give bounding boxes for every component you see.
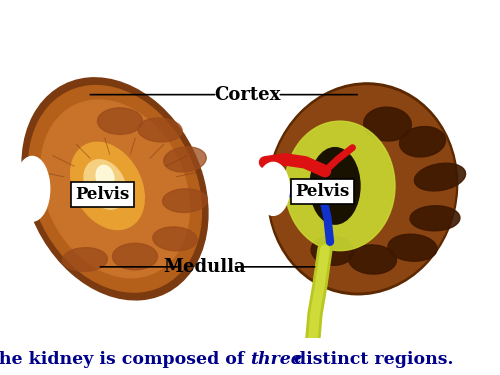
Ellipse shape	[28, 86, 202, 292]
Text: Pelvis: Pelvis	[296, 183, 350, 200]
Ellipse shape	[273, 89, 452, 288]
Ellipse shape	[14, 156, 50, 221]
Ellipse shape	[364, 107, 412, 141]
Ellipse shape	[400, 126, 446, 157]
Ellipse shape	[62, 248, 108, 272]
Ellipse shape	[285, 121, 395, 250]
Text: Cortex: Cortex	[214, 86, 280, 104]
Ellipse shape	[96, 165, 114, 189]
Ellipse shape	[162, 189, 208, 213]
Text: The Kidneys - Internal Structure (1): The Kidneys - Internal Structure (1)	[24, 10, 476, 33]
Ellipse shape	[414, 163, 466, 191]
Ellipse shape	[348, 245, 397, 274]
Ellipse shape	[388, 234, 437, 261]
Ellipse shape	[310, 148, 360, 224]
Ellipse shape	[22, 78, 208, 300]
Text: Pelvis: Pelvis	[76, 186, 130, 203]
Ellipse shape	[311, 236, 354, 266]
Ellipse shape	[70, 142, 144, 230]
Ellipse shape	[257, 162, 290, 215]
Ellipse shape	[268, 83, 458, 295]
Ellipse shape	[84, 160, 126, 209]
Ellipse shape	[138, 118, 182, 142]
Text: Medulla: Medulla	[164, 258, 246, 276]
Ellipse shape	[112, 243, 158, 270]
Text: three: three	[250, 351, 302, 369]
Ellipse shape	[40, 100, 190, 278]
Ellipse shape	[164, 147, 206, 172]
Ellipse shape	[410, 206, 460, 231]
Ellipse shape	[153, 227, 197, 251]
Ellipse shape	[98, 108, 142, 134]
Text: The kidney is composed of: The kidney is composed of	[0, 351, 250, 369]
Text: distinct regions.: distinct regions.	[288, 351, 454, 369]
